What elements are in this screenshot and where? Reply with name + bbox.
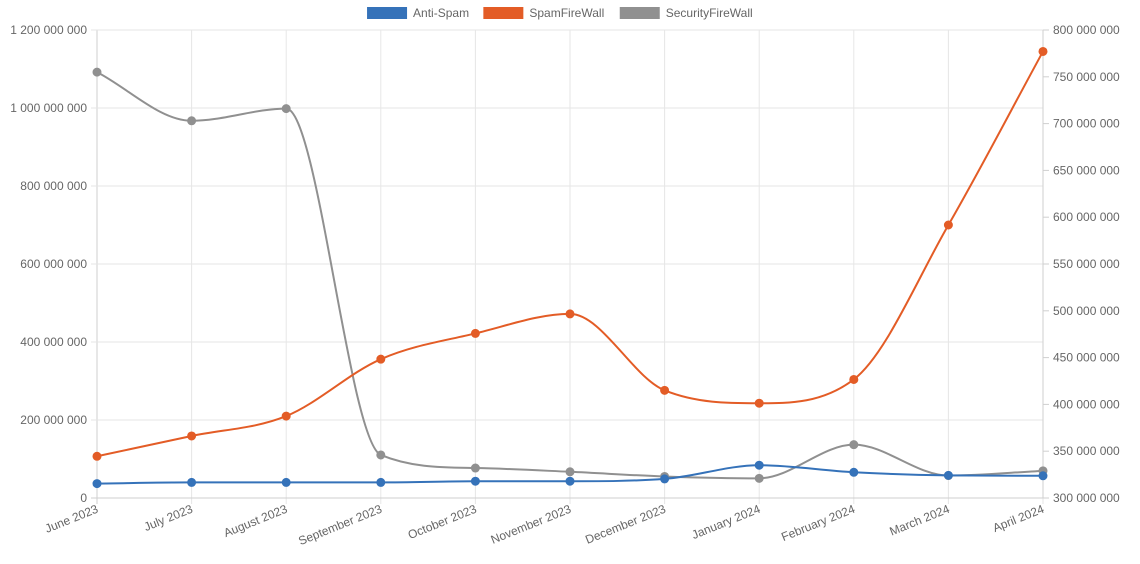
grid-lines	[91, 29, 1044, 504]
series-spamfirewall	[92, 46, 1048, 461]
legend: Anti-Spam SpamFireWall SecurityFireWall	[367, 6, 753, 20]
data-point-securityfirewall[interactable]	[565, 467, 575, 477]
data-point-spamfirewall[interactable]	[754, 398, 764, 408]
data-point-spamfirewall[interactable]	[1038, 46, 1048, 56]
y-right-tick-label: 400 000 000	[1053, 397, 1120, 411]
y-right-tick-label: 700 000 000	[1053, 117, 1120, 131]
data-point-anti-spam[interactable]	[92, 479, 102, 489]
x-tick-label: December 2023	[583, 502, 668, 547]
y-left-tick-label: 200 000 000	[20, 413, 87, 427]
data-point-spamfirewall[interactable]	[660, 385, 670, 395]
series-line-securityfirewall	[96, 71, 1044, 480]
y-left-tick-label: 0	[80, 491, 87, 505]
data-point-anti-spam[interactable]	[565, 476, 575, 486]
data-point-spamfirewall[interactable]	[470, 328, 480, 338]
data-point-spamfirewall[interactable]	[281, 411, 291, 421]
data-series	[92, 46, 1048, 489]
axes: 1 200 000 000 1 000 000 000 800 000 000 600…	[10, 23, 1120, 548]
x-tick-label: August 2023	[222, 502, 290, 540]
y-right-tick-label: 600 000 000	[1053, 210, 1120, 224]
y-left-tick-label: 1 000 000 000	[10, 101, 87, 115]
legend-swatch	[367, 7, 408, 19]
data-point-anti-spam[interactable]	[754, 460, 764, 470]
data-point-securityfirewall[interactable]	[849, 440, 859, 450]
legend-label: Anti-Spam	[413, 6, 469, 20]
y-right-tick-label: 750 000 000	[1053, 70, 1120, 84]
x-tick-label: February 2024	[779, 502, 857, 544]
x-tick-label: June 2023	[43, 502, 101, 536]
legend-item-spamfirewall[interactable]: SpamFireWall	[483, 6, 604, 20]
x-tick-label: October 2023	[406, 502, 479, 542]
y-right-tick-label: 800 000 000	[1053, 23, 1120, 37]
y-left-tick-label: 600 000 000	[20, 257, 87, 271]
data-point-spamfirewall[interactable]	[187, 431, 197, 441]
y-left-tick-label: 1 200 000 000	[10, 23, 87, 37]
y-left-tick-label: 800 000 000	[20, 179, 87, 193]
series-anti-spam	[92, 460, 1048, 489]
series-line-spamfirewall	[96, 50, 1044, 458]
data-point-anti-spam[interactable]	[943, 470, 953, 480]
y-right-tick-label: 350 000 000	[1053, 444, 1120, 458]
data-point-securityfirewall[interactable]	[470, 463, 480, 473]
data-point-spamfirewall[interactable]	[92, 451, 102, 461]
x-tick-label: July 2023	[142, 502, 195, 534]
data-point-securityfirewall[interactable]	[376, 450, 386, 460]
legend-label: SpamFireWall	[529, 6, 604, 20]
y-right-tick-label: 500 000 000	[1053, 304, 1120, 318]
data-point-anti-spam[interactable]	[849, 467, 859, 477]
legend-item-securityfirewall[interactable]: SecurityFireWall	[619, 6, 753, 20]
data-point-securityfirewall[interactable]	[187, 116, 197, 126]
y-right-tick-label: 550 000 000	[1053, 257, 1120, 271]
data-point-spamfirewall[interactable]	[565, 309, 575, 319]
data-point-spamfirewall[interactable]	[849, 374, 859, 384]
x-tick-label: April 2024	[991, 502, 1047, 535]
y-left-tick-label: 400 000 000	[20, 335, 87, 349]
data-point-securityfirewall[interactable]	[281, 104, 291, 114]
data-point-anti-spam[interactable]	[470, 476, 480, 486]
data-point-anti-spam[interactable]	[376, 477, 386, 487]
data-point-anti-spam[interactable]	[660, 474, 670, 484]
x-tick-label: September 2023	[296, 502, 384, 548]
data-point-anti-spam[interactable]	[281, 477, 291, 487]
y-right-tick-label: 300 000 000	[1053, 491, 1120, 505]
data-point-spamfirewall[interactable]	[943, 220, 953, 230]
legend-label: SecurityFireWall	[666, 6, 753, 20]
data-point-securityfirewall[interactable]	[754, 473, 764, 483]
data-point-spamfirewall[interactable]	[376, 354, 386, 364]
legend-swatch	[483, 7, 524, 19]
data-point-anti-spam[interactable]	[1038, 471, 1048, 481]
y-right-tick-label: 450 000 000	[1053, 351, 1120, 365]
y-right-tick-label: 650 000 000	[1053, 163, 1120, 177]
x-tick-label: November 2023	[489, 502, 574, 547]
x-tick-label: January 2024	[690, 502, 763, 542]
legend-item-anti-spam[interactable]: Anti-Spam	[367, 6, 469, 20]
data-point-anti-spam[interactable]	[187, 477, 197, 487]
data-point-securityfirewall[interactable]	[92, 67, 102, 77]
x-tick-label: March 2024	[888, 502, 952, 539]
legend-swatch	[619, 7, 660, 19]
